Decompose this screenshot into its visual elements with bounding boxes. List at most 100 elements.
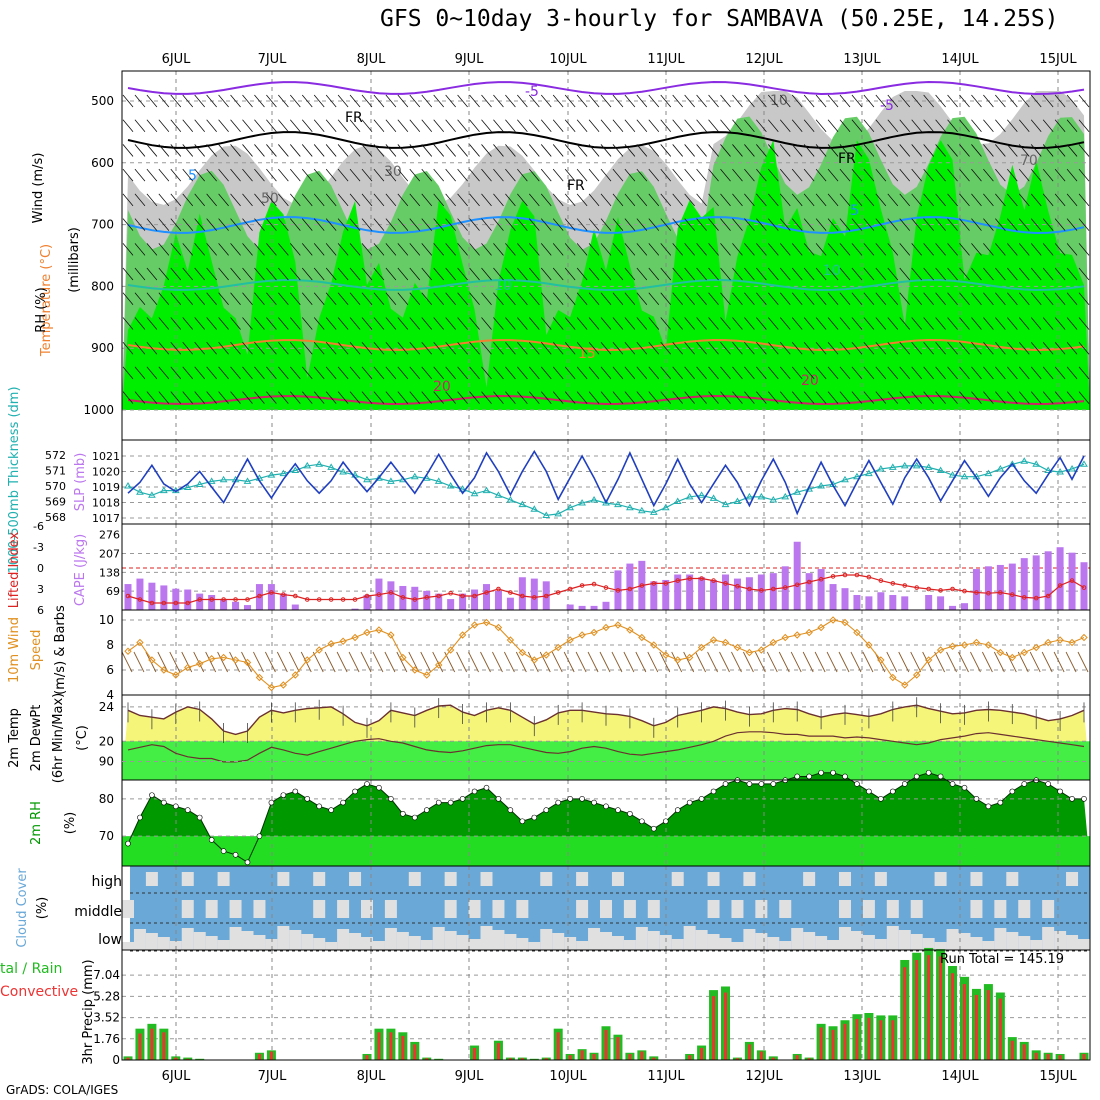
wind-barb <box>528 218 540 231</box>
wind-barb <box>349 243 361 256</box>
upper-ylabel-unit: (millibars) <box>67 227 82 293</box>
wind-barb <box>648 366 660 380</box>
wind-speed-marker <box>673 656 682 664</box>
cape-bar <box>805 573 813 610</box>
cloud-low-block <box>552 933 565 950</box>
contour-label: 30 <box>384 164 402 180</box>
precip-conv-bar <box>389 1032 393 1060</box>
wind-barb <box>385 144 397 157</box>
wind-barb <box>732 317 743 330</box>
wind-barb <box>839 243 851 256</box>
precip-conv-bar <box>735 1058 739 1060</box>
wind-barb <box>493 193 504 207</box>
wind-barb <box>373 267 385 281</box>
wind-barb <box>803 391 815 404</box>
wind-barb-10m <box>563 651 575 673</box>
precip-conv-bar <box>628 1053 632 1060</box>
wind-barb <box>218 243 229 256</box>
wind-barb <box>421 366 433 380</box>
wind-barb <box>385 366 397 380</box>
wind-barb <box>875 341 887 355</box>
wind-barb <box>469 366 480 380</box>
wind-barb <box>995 391 1006 404</box>
wind-barb <box>540 292 552 306</box>
cloud-low-block <box>384 928 397 950</box>
wind-barb <box>122 317 134 330</box>
wind-speed-marker <box>542 651 550 659</box>
wind-barb <box>134 218 146 231</box>
slp-tick-label: 1021 <box>92 450 120 463</box>
wind-barb <box>289 144 301 157</box>
thickness-marker <box>327 463 336 470</box>
wind-barb <box>851 119 863 132</box>
pressure-tick-label: 800 <box>91 279 114 293</box>
wind-barb <box>839 341 851 355</box>
cape-bar <box>710 579 718 610</box>
wind-barb <box>636 243 648 256</box>
wind-barb <box>839 267 851 281</box>
wind-barb <box>493 168 504 182</box>
date-tick-top: 7JUL <box>258 52 288 67</box>
wind-barb <box>242 267 253 281</box>
wind-barb <box>1054 317 1066 330</box>
precip-ylabel-unit: 3hr Precip (mm) <box>81 959 96 1064</box>
contour-label: 10 <box>770 93 788 109</box>
wind-barb <box>481 168 492 182</box>
precip-conv-bar <box>974 994 978 1060</box>
wind-barb <box>254 292 265 306</box>
wind-barb <box>684 193 695 207</box>
wind-barb <box>122 144 134 157</box>
wind-barb <box>1054 243 1066 256</box>
wind-barb <box>242 292 253 306</box>
wind-barb-10m <box>492 651 503 673</box>
wind-barb-10m <box>133 651 145 673</box>
cloud-mid-block <box>755 900 768 918</box>
wind-speed-marker <box>243 658 252 667</box>
precip-conv-bar <box>580 1050 584 1060</box>
cloud-low-block <box>874 939 887 950</box>
cloud-mid-block <box>886 900 899 918</box>
wind-barb <box>445 341 456 355</box>
wind-barb <box>433 366 445 380</box>
wind-barb <box>696 144 707 157</box>
wind-barb <box>1042 94 1054 108</box>
wind-barb <box>732 243 743 256</box>
thickness-tick-label: 569 <box>45 496 66 509</box>
wind-barb <box>720 168 731 182</box>
rh2m-marker <box>985 803 992 810</box>
wind-barb <box>935 144 946 157</box>
wind-barb <box>146 243 158 256</box>
wind-barb <box>959 267 970 281</box>
wind-barb <box>409 119 421 132</box>
wind-barb <box>505 317 516 330</box>
wind-barb <box>361 168 373 182</box>
wind-barb <box>301 391 313 404</box>
wind-speed-marker <box>231 656 240 664</box>
wind-barb <box>1018 292 1030 306</box>
wind-barb <box>588 292 600 306</box>
date-tick-bottom: 12JUL <box>745 1069 783 1084</box>
li-marker <box>627 586 633 592</box>
wind-barb <box>325 243 337 256</box>
precip-conv-bar <box>927 955 931 1060</box>
wind-barb <box>708 341 719 355</box>
precip-conv-bar <box>138 1033 142 1060</box>
wind-barb <box>899 168 911 182</box>
wind-speed-marker <box>303 656 311 664</box>
wind-barb <box>576 94 588 108</box>
wind-barb <box>313 218 325 231</box>
cloud-low-block <box>743 929 756 950</box>
cape-bar <box>471 589 479 610</box>
wind-barb-10m <box>324 651 336 673</box>
wind-barb <box>313 391 325 404</box>
thickness-marker <box>578 499 586 506</box>
wind-barb <box>767 366 779 380</box>
wind-barb <box>995 193 1006 207</box>
rh-band-green <box>122 140 1090 410</box>
wind-barb <box>1018 94 1030 108</box>
wind-barb <box>612 391 624 404</box>
wind-barb <box>947 391 958 404</box>
wind-barb <box>708 317 719 330</box>
wind-barb <box>230 366 241 380</box>
wind-barb <box>182 243 194 256</box>
